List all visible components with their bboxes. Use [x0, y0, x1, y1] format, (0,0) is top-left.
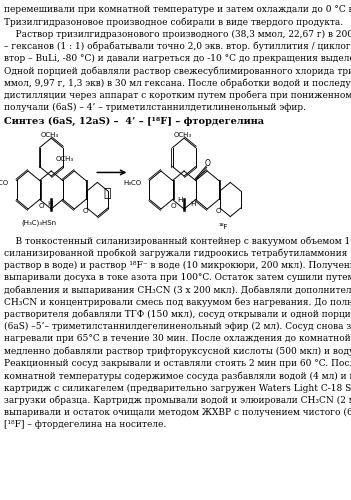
Text: O: O [83, 208, 89, 214]
Text: H: H [47, 201, 53, 207]
Text: CH₃CN и концентрировали смесь под вакуумом без нагревания. До полного удаления: CH₃CN и концентрировали смесь под вакуум… [4, 298, 351, 307]
Text: картридж с силикагелем (предварительно загружен Waters Light C-18 Sep – Pak) для: картридж с силикагелем (предварительно з… [4, 384, 351, 392]
Text: В тонкостенный силанизированный контейнер с вакуумом объемом 10 мл с: В тонкостенный силанизированный контейне… [4, 236, 351, 246]
Text: H₃CO: H₃CO [0, 180, 9, 186]
Text: Реакционный сосуд закрывали и оставляли стоять 2 мин при 60 °C. После охлаждения: Реакционный сосуд закрывали и оставляли … [4, 359, 351, 368]
Text: Одной порцией добавляли раствор свежесублимированного хлорида триметилолова (50: Одной порцией добавляли раствор свежесуб… [4, 66, 351, 76]
Text: растворителя добавляли ТГФ (150 мкл), сосуд открывали и одной порцией добавляли: растворителя добавляли ТГФ (150 мкл), со… [4, 310, 351, 320]
Text: (6aS) –5’– триметилстаннилдегелиненольный эфир (2 мл). Сосуд снова закрывали и: (6aS) –5’– триметилстаннилдегелиненольны… [4, 322, 351, 332]
Text: (H₃C)₃HSn: (H₃C)₃HSn [21, 220, 56, 226]
Text: выпаривали и остаток очищали методом ЖХВР с получением чистого (6aS, 12aS) – 4’ : выпаривали и остаток очищали методом ЖХВ… [4, 408, 351, 417]
Text: O: O [205, 159, 210, 168]
Text: получали (6aS) – 4’ – триметилстаннилдетилиненольный эфир.: получали (6aS) – 4’ – триметилстаннилдет… [4, 103, 306, 112]
Text: H: H [191, 201, 196, 207]
Text: – гексанов (1 : 1) обрабатывали точно 2,0 экв. втор. бутиллития / циклогексана (: – гексанов (1 : 1) обрабатывали точно 2,… [4, 42, 351, 51]
Text: OCH₃: OCH₃ [41, 132, 59, 138]
Text: загрузки образца. Картридж промывали водой и элюировали CH₃CN (2 мл). Ацетонитри: загрузки образца. Картридж промывали вод… [4, 396, 351, 405]
Text: Раствор тризилгидразонового производного (38,3 ммол, 22,67 г) в 200 мл TMEDA: Раствор тризилгидразонового производного… [4, 30, 351, 38]
Text: OCH₃: OCH₃ [55, 156, 73, 162]
Text: комнатной температуры содержимое сосуда разбавляли водой (4 мл) и пропускали чер: комнатной температуры содержимое сосуда … [4, 371, 351, 381]
Text: медленно добавляли раствор трифторуксусной кислоты (500 мкл) и воду (300 мкл).: медленно добавляли раствор трифторуксусн… [4, 346, 351, 356]
Text: силанизированной пробкой загружали гидроокись тетрабутиламмония (5 мкл, 40% об/в: силанизированной пробкой загружали гидро… [4, 248, 351, 258]
Text: Синтез (6aS, 12aS) –  4’ – [¹⁸F] – фтордегелина: Синтез (6aS, 12aS) – 4’ – [¹⁸F] – фторде… [4, 116, 264, 126]
Text: OCH₃: OCH₃ [174, 132, 192, 138]
Text: добавления и выпаривания CH₃CN (3 x 200 мкл). Добавляли дополнительную аликвоту: добавления и выпаривания CH₃CN (3 x 200 … [4, 286, 351, 295]
Text: ммол, 9,97 г, 1,3 экв) в 30 мл гексана. После обработки водой и последующей: ммол, 9,97 г, 1,3 экв) в 30 мл гексана. … [4, 78, 351, 88]
Text: [¹⁸F] – фтордегелина на носителе.: [¹⁸F] – фтордегелина на носителе. [4, 420, 166, 429]
Text: втор – BuLi, -80 °C) и давали нагреться до -10 °C до прекращения выделения N₂ (4: втор – BuLi, -80 °C) и давали нагреться … [4, 54, 351, 63]
Text: перемешивали при комнатной температуре и затем охлаждали до 0 °C в течение 4 ч.: перемешивали при комнатной температуре и… [4, 5, 351, 14]
Text: O: O [216, 208, 221, 214]
Text: дистилляции через аппарат с коротким путем пробега при пониженном давлении: дистилляции через аппарат с коротким пут… [4, 90, 351, 100]
Text: H₃CO: H₃CO [124, 180, 142, 186]
Text: O: O [39, 203, 45, 209]
Text: раствор в воде) и раствор ¹⁸F⁻ в воде (10 микрокюри, 200 мкл). Полученную смесь: раствор в воде) и раствор ¹⁸F⁻ в воде (1… [4, 261, 351, 270]
Text: ⌒: ⌒ [103, 188, 111, 200]
Text: H: H [177, 198, 183, 203]
Text: выпаривали досуха в токе азота при 100°C. Остаток затем сушили путем повторяющег: выпаривали досуха в токе азота при 100°C… [4, 273, 351, 282]
Text: Тризилгидразоновое производное собирали в виде твердого продукта.: Тризилгидразоновое производное собирали … [4, 17, 343, 26]
Text: нагревали при 65°C в течение 30 мин. После охлаждения до комнатной температуры: нагревали при 65°C в течение 30 мин. Пос… [4, 334, 351, 344]
Text: O: O [171, 203, 177, 209]
Text: ¹⁸F: ¹⁸F [219, 224, 229, 230]
